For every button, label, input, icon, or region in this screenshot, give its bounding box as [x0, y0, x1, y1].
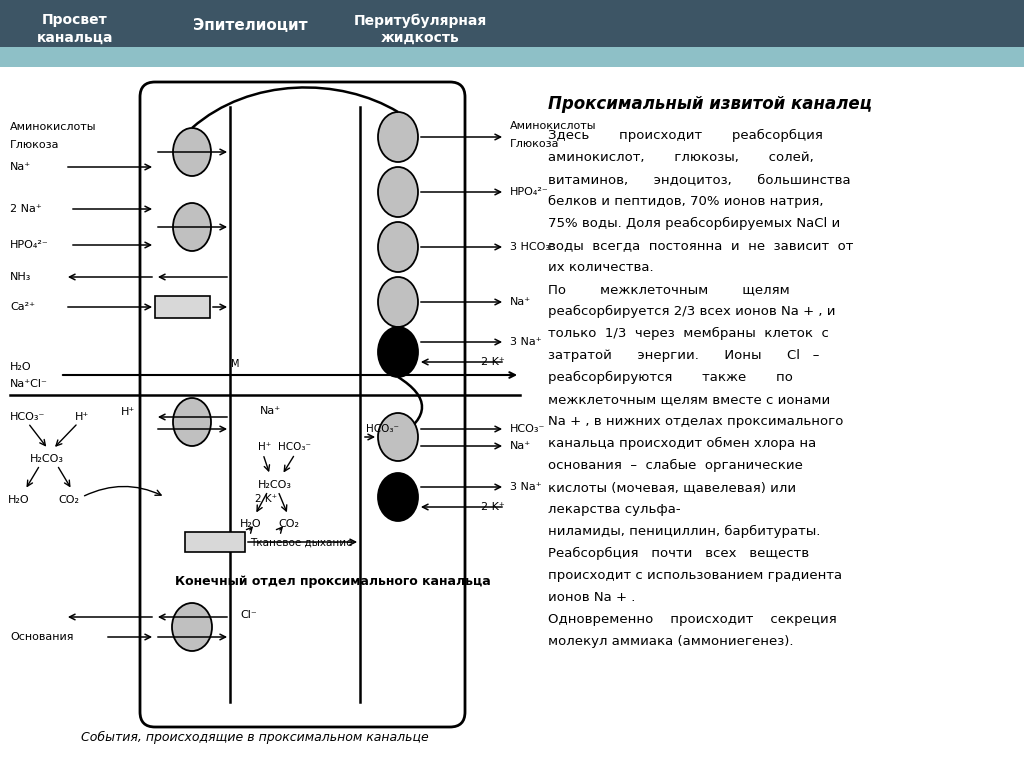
Text: Cl⁻: Cl⁻ — [240, 610, 257, 620]
Text: 3 Na⁺: 3 Na⁺ — [510, 482, 542, 492]
Text: Реабсорбция   почти   всех   веществ: Реабсорбция почти всех веществ — [548, 547, 809, 560]
Text: 3 Na⁺: 3 Na⁺ — [510, 337, 542, 347]
Text: их количества.: их количества. — [548, 261, 653, 274]
Ellipse shape — [378, 167, 418, 217]
Text: аминокислот,       глюкозы,       солей,: аминокислот, глюкозы, солей, — [548, 151, 814, 164]
Text: Na + , в нижних отделах проксимального: Na + , в нижних отделах проксимального — [548, 415, 844, 428]
Text: CO₂: CO₂ — [278, 519, 299, 529]
Text: происходит с использованием градиента: происходит с использованием градиента — [548, 569, 842, 582]
Text: Na⁺: Na⁺ — [510, 441, 531, 451]
Text: События, происходящие в проксимальном канальце: События, происходящие в проксимальном ка… — [81, 730, 429, 743]
Text: Глюкоза: Глюкоза — [510, 139, 559, 149]
Text: Здесь       происходит       реабсорбция: Здесь происходит реабсорбция — [548, 129, 823, 142]
Text: По        межклеточным        щелям: По межклеточным щелям — [548, 283, 790, 296]
Text: HCO₃⁻: HCO₃⁻ — [366, 424, 399, 434]
Bar — [185, 532, 245, 552]
Text: 2 K⁺: 2 K⁺ — [481, 502, 505, 512]
Text: канальца происходит обмен хлора на: канальца происходит обмен хлора на — [548, 437, 816, 450]
Text: Перитубулярная
жидкость: Перитубулярная жидкость — [353, 13, 486, 44]
Text: Тканевое дыхание: Тканевое дыхание — [250, 538, 352, 548]
Text: Эпителиоцит: Эпителиоцит — [193, 18, 307, 34]
Text: H⁺: H⁺ — [121, 407, 135, 417]
Text: Ca²⁺: Ca²⁺ — [10, 302, 35, 312]
Text: H₂O: H₂O — [8, 495, 30, 505]
Text: витаминов,      эндоцитоз,      большинства: витаминов, эндоцитоз, большинства — [548, 173, 851, 186]
Text: кислоты (мочевая, щавелевая) или: кислоты (мочевая, щавелевая) или — [548, 481, 796, 494]
Text: Глюкоза: Глюкоза — [10, 140, 59, 150]
Text: Аминокислоты: Аминокислоты — [510, 121, 597, 131]
Ellipse shape — [173, 128, 211, 176]
Text: белков и пептидов, 70% ионов натрия,: белков и пептидов, 70% ионов натрия, — [548, 195, 823, 208]
Text: Основания: Основания — [10, 632, 74, 642]
Text: H₂CO₃: H₂CO₃ — [30, 454, 63, 464]
Text: лекарства сульфа-: лекарства сульфа- — [548, 503, 681, 516]
Text: Na⁺Cl⁻: Na⁺Cl⁻ — [10, 379, 48, 389]
Text: реабсорбируется 2/3 всех ионов Na + , и: реабсорбируется 2/3 всех ионов Na + , и — [548, 305, 836, 318]
Text: 2 K⁺: 2 K⁺ — [481, 357, 505, 367]
Text: NH₃: NH₃ — [10, 272, 32, 282]
Text: ионов Na + .: ионов Na + . — [548, 591, 635, 604]
Text: молекул аммиака (аммониегенез).: молекул аммиака (аммониегенез). — [548, 635, 794, 648]
Text: Конечный отдел проксимального канальца: Конечный отдел проксимального канальца — [175, 575, 490, 588]
Text: Na⁺: Na⁺ — [260, 406, 282, 416]
Bar — [0, 0, 1024, 47]
Text: M: M — [230, 359, 240, 369]
Text: HCO₃⁻: HCO₃⁻ — [510, 424, 546, 434]
Text: Одновременно    происходит    секреция: Одновременно происходит секреция — [548, 613, 837, 626]
Ellipse shape — [378, 327, 418, 377]
Text: только  1/3  через  мембраны  клеток  с: только 1/3 через мембраны клеток с — [548, 327, 828, 340]
Text: затратой      энергии.      Ионы      Cl   –: затратой энергии. Ионы Cl – — [548, 349, 819, 362]
Text: Проксимальный извитой каналец: Проксимальный извитой каналец — [548, 95, 872, 113]
Text: Na⁺: Na⁺ — [510, 297, 531, 307]
Ellipse shape — [172, 603, 212, 651]
Text: межклеточным щелям вместе с ионами: межклеточным щелям вместе с ионами — [548, 393, 830, 406]
Ellipse shape — [173, 203, 211, 251]
Text: ниламиды, пенициллин, барбитураты.: ниламиды, пенициллин, барбитураты. — [548, 525, 820, 538]
Text: H⁺: H⁺ — [258, 442, 271, 452]
Text: HPO₄²⁻: HPO₄²⁻ — [510, 187, 549, 197]
Text: Na⁺: Na⁺ — [10, 162, 31, 172]
Text: реабсорбируются       также       по: реабсорбируются также по — [548, 371, 793, 384]
Bar — [0, 47, 1024, 67]
Bar — [155, 296, 210, 318]
Text: воды  всегда  постоянна  и  не  зависит  от: воды всегда постоянна и не зависит от — [548, 239, 853, 252]
Ellipse shape — [378, 112, 418, 162]
Ellipse shape — [378, 473, 418, 521]
Text: H₂CO₃: H₂CO₃ — [258, 480, 292, 490]
Text: 75% воды. Доля реабсорбируемых NaCl и: 75% воды. Доля реабсорбируемых NaCl и — [548, 217, 841, 230]
Text: основания  –  слабые  органические: основания – слабые органические — [548, 459, 803, 472]
Text: Аминокислоты: Аминокислоты — [10, 122, 96, 132]
Text: H⁺: H⁺ — [75, 412, 89, 422]
Text: HCO₃⁻: HCO₃⁻ — [10, 412, 45, 422]
Ellipse shape — [378, 413, 418, 461]
Text: CO₂: CO₂ — [58, 495, 79, 505]
Ellipse shape — [378, 222, 418, 272]
Text: HCO₃⁻: HCO₃⁻ — [278, 442, 311, 452]
Text: 2 Na⁺: 2 Na⁺ — [10, 204, 42, 214]
Text: 2 K⁺: 2 K⁺ — [255, 494, 278, 504]
Text: 3 HCO₃⁻: 3 HCO₃⁻ — [510, 242, 556, 252]
Text: HPO₄²⁻: HPO₄²⁻ — [10, 240, 49, 250]
Ellipse shape — [173, 398, 211, 446]
FancyBboxPatch shape — [140, 82, 465, 727]
Ellipse shape — [378, 277, 418, 327]
Text: H₂O: H₂O — [240, 519, 261, 529]
Text: Просвет
канальца: Просвет канальца — [37, 13, 114, 44]
Text: H₂O: H₂O — [10, 362, 32, 372]
